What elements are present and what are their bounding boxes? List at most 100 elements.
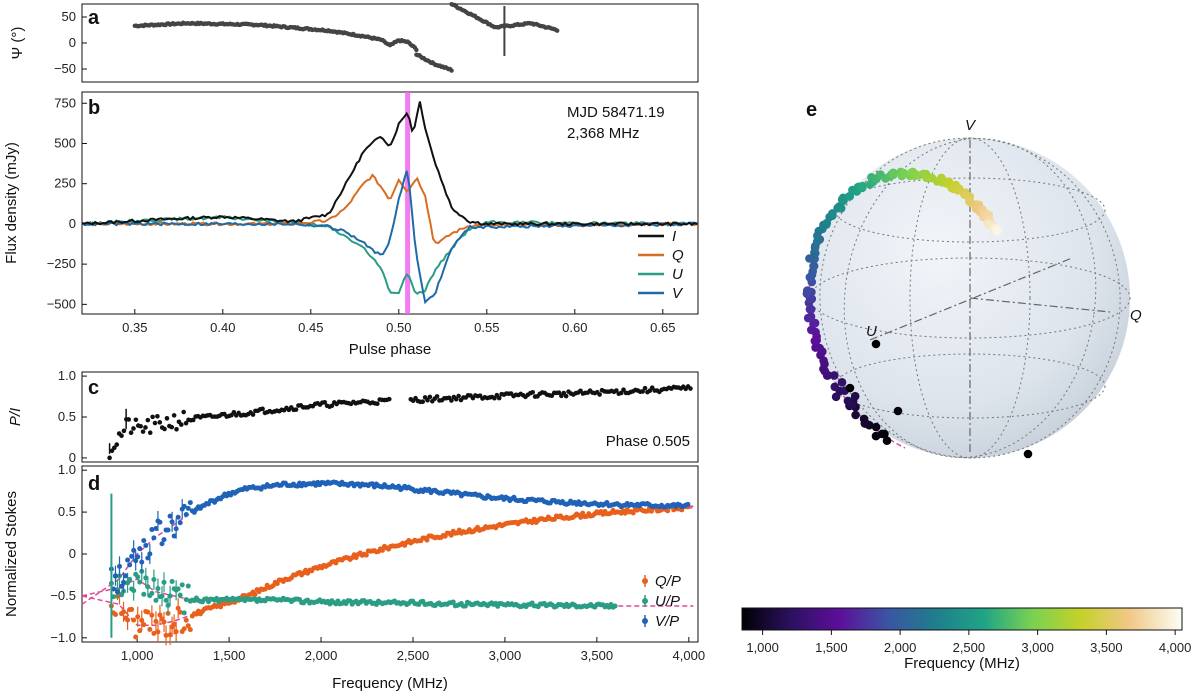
panel-e: e <box>741 99 1191 672</box>
colorbar-tick-label: 2,500 <box>953 640 986 655</box>
panel-c-annotation: Phase 0.505 <box>606 433 690 450</box>
pi-point <box>621 387 626 393</box>
point-V/P <box>177 520 183 526</box>
sphere-point <box>843 396 853 406</box>
pa-point <box>555 28 560 33</box>
point-U/P <box>462 603 468 609</box>
pa-point <box>449 68 454 73</box>
pi-point <box>647 388 653 394</box>
sphere-axis-u-label: U <box>866 323 877 340</box>
point-Q/P <box>141 622 147 628</box>
point-U/P <box>181 610 187 616</box>
pi-point <box>386 396 392 402</box>
panel-d-ytick-label: 0.5 <box>58 504 76 519</box>
point-Q/P <box>151 630 157 636</box>
pi-point <box>642 385 648 391</box>
legend-U-label: U <box>672 266 683 283</box>
sphere-point <box>810 318 820 328</box>
sphere-point <box>809 261 819 271</box>
point-V/P <box>135 554 141 560</box>
phase-marker <box>405 92 411 314</box>
pi-point <box>427 394 433 400</box>
panel-a-ylabel: Ψ (°) <box>9 27 26 60</box>
point-U/P <box>169 578 175 584</box>
pi-point <box>169 424 175 430</box>
legend-Q/P-marker <box>642 578 648 584</box>
panel-c-label: c <box>88 377 99 399</box>
panel-d-xtick-label: 3,500 <box>581 648 614 663</box>
colorbar-tick-label: 3,000 <box>1021 640 1054 655</box>
point-U/P <box>135 574 141 580</box>
point-U/P <box>153 597 159 603</box>
sphere-point <box>836 204 846 213</box>
point-V/P <box>129 553 135 559</box>
sphere-point-outlier <box>845 383 855 393</box>
sphere-point <box>888 170 898 180</box>
pi-point <box>181 409 186 415</box>
sphere-axes <box>869 140 1111 452</box>
series-Q-line <box>81 173 698 244</box>
panel-d-xtick-label: 4,000 <box>673 648 706 663</box>
colorbar-tick-label: 1,000 <box>746 640 779 655</box>
pi-point <box>449 398 454 403</box>
point-Q/P <box>131 617 137 623</box>
sphere-point <box>858 181 867 191</box>
pi-point <box>174 427 179 432</box>
pi-point <box>157 420 163 425</box>
panel-a-yticks: 50 0 −50 <box>54 9 87 76</box>
pi-point <box>434 394 440 399</box>
panel-b-ytick-label: −250 <box>47 256 76 271</box>
panel-b-ytick-label: 250 <box>54 176 76 191</box>
point-U/P <box>163 597 169 603</box>
point-U/P <box>127 576 133 582</box>
pi-point <box>190 417 196 423</box>
point-U/P <box>177 592 183 598</box>
point-U/P <box>137 579 143 585</box>
panel-b-xtick-label: 0.65 <box>650 320 675 335</box>
point-V/P <box>127 562 133 568</box>
panel-b-frame <box>81 91 699 315</box>
point-Q/P <box>448 532 454 538</box>
pi-point <box>530 389 535 395</box>
panel-b-label: b <box>88 97 100 119</box>
panel-d-ytick-label: −0.5 <box>50 588 76 603</box>
sphere-point <box>837 378 847 387</box>
sphere-point <box>811 343 820 352</box>
point-V/P <box>125 557 131 563</box>
pi-point <box>112 445 117 451</box>
point-Q/P <box>112 611 118 617</box>
panel-d-xtick-label: 3,000 <box>489 648 522 663</box>
panel-e-label: e <box>806 99 817 121</box>
pi-point <box>597 392 602 397</box>
point-U/P <box>141 591 147 597</box>
point-Q/P <box>424 537 430 543</box>
panel-d: d Normalized Stokes Frequency (MHz) 1.0 0… <box>3 462 705 692</box>
panel-b-xtick-label: 0.40 <box>210 320 235 335</box>
panel-d-xtick-label: 2,500 <box>397 648 430 663</box>
legend-U/P-label: U/P <box>655 593 680 610</box>
sphere-point <box>861 419 871 429</box>
panel-b-ytick-label: 0 <box>69 216 76 231</box>
pi-point <box>121 428 127 434</box>
pi-point <box>183 420 189 426</box>
pi-point <box>556 390 562 395</box>
legend-Q-label: Q <box>672 247 684 264</box>
pi-point <box>614 388 619 393</box>
point-Q/P <box>137 628 143 634</box>
pi-point <box>178 422 184 427</box>
point-V/P <box>183 512 189 518</box>
point-U/P <box>185 583 191 589</box>
panel-b-xtick-label: 0.50 <box>386 320 411 335</box>
pi-point <box>114 442 120 447</box>
panel-d-ticks: 1.0 0.5 0 −0.5 −1.0 1,000 1,500 2,000 2,500 3,000… <box>50 462 705 663</box>
pi-point <box>250 412 256 417</box>
pi-point <box>329 403 335 409</box>
pi-point <box>293 407 299 412</box>
point-Q/P <box>578 514 584 520</box>
point-V/P <box>143 542 149 548</box>
panel-b-xtick-label: 0.35 <box>122 320 147 335</box>
panel-c: c P/I Phase 0.505 1.0 0.5 0 <box>7 368 699 465</box>
panel-b-lines <box>81 92 698 314</box>
